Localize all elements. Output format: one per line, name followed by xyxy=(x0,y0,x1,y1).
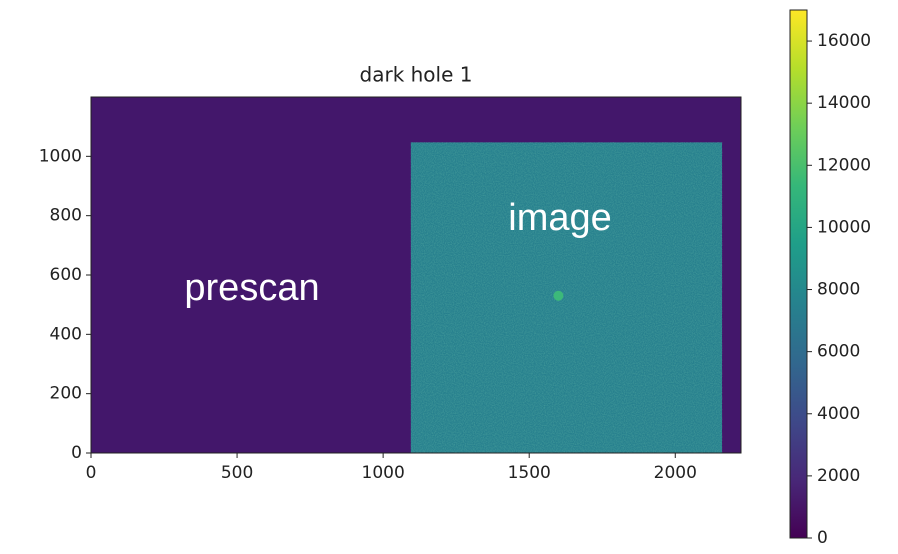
colorbar-tick-label: 0 xyxy=(817,528,828,548)
y-tick-label: 400 xyxy=(50,324,82,344)
x-tick-label: 1500 xyxy=(508,463,551,483)
colorbar-tick-label: 4000 xyxy=(817,404,860,424)
x-tick-label: 0 xyxy=(86,463,97,483)
noise xyxy=(411,142,722,453)
y-tick-label: 1000 xyxy=(39,146,82,166)
y-tick-label: 600 xyxy=(50,265,82,285)
colorbar-tick-label: 2000 xyxy=(817,466,860,486)
colorbar xyxy=(790,10,807,538)
colorbar-tick-label: 14000 xyxy=(817,93,871,113)
x-tick-label: 2000 xyxy=(654,463,697,483)
colorbar-tick-label: 10000 xyxy=(817,217,871,237)
y-tick-label: 0 xyxy=(71,443,82,463)
chart: dark hole 1 0 500 1000 1500 2000 0 200 400 600 80… xyxy=(0,0,898,550)
x-tick-label: 1000 xyxy=(362,463,405,483)
colorbar-tick-label: 12000 xyxy=(817,155,871,175)
colorbar-tick-label: 8000 xyxy=(817,280,860,300)
colorbar-tick-label: 16000 xyxy=(817,31,871,51)
y-tick-label: 800 xyxy=(50,206,82,226)
colorbar-tick-label: 6000 xyxy=(817,342,860,362)
page: dark hole 1 0 500 1000 1500 2000 0 200 400 600 80… xyxy=(0,0,898,554)
annotation: image xyxy=(508,197,612,239)
hot-spot xyxy=(553,291,563,301)
annotation: prescan xyxy=(184,267,319,309)
y-tick-label: 200 xyxy=(50,384,82,404)
chart-title: dark hole 1 xyxy=(360,63,473,87)
x-tick-label: 500 xyxy=(221,463,253,483)
